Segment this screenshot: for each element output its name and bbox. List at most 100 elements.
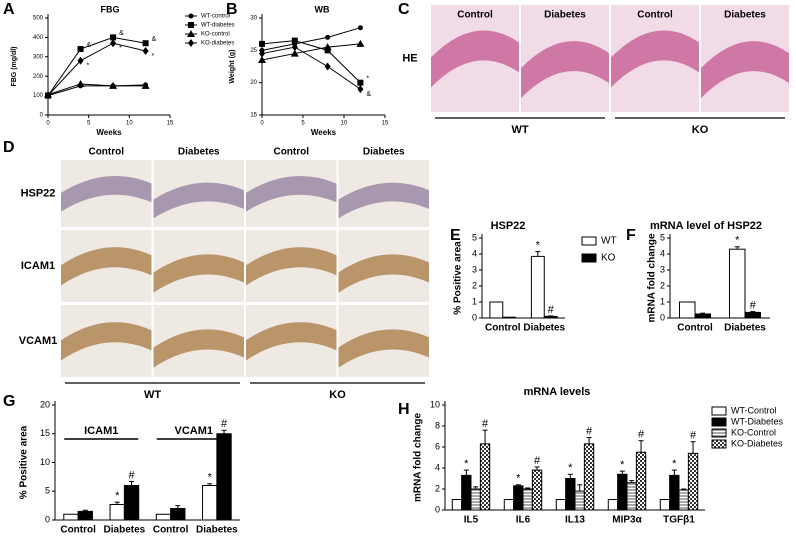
series-line — [47, 83, 146, 96]
column-label: Diabetes — [363, 147, 405, 158]
tissue — [153, 182, 244, 219]
panel-letter: E — [450, 227, 461, 244]
panel-letter: G — [3, 393, 15, 410]
bar — [470, 488, 481, 511]
bar — [513, 485, 524, 511]
y-tick-label: 5 — [472, 232, 477, 242]
bar — [522, 488, 533, 511]
marker — [77, 56, 84, 65]
x-tick-label: Control — [485, 323, 521, 334]
bar — [461, 474, 472, 511]
bar — [479, 443, 491, 511]
marker — [291, 43, 298, 52]
bar — [109, 503, 125, 521]
tissue — [61, 175, 152, 212]
x-tick-label: 0 — [46, 121, 50, 127]
marker — [76, 79, 85, 87]
annotation: * — [208, 472, 213, 484]
legend-swatch — [711, 406, 727, 416]
x-tick-label: Control — [153, 525, 189, 536]
annotation: # — [750, 300, 757, 312]
chart-title: mRNA level of HSP22 — [650, 220, 762, 232]
column-label: Control — [637, 10, 673, 21]
y-tick-label: 100 — [33, 93, 44, 99]
x-tick-label: IL6 — [516, 515, 531, 526]
marker — [142, 46, 149, 55]
tissue — [61, 247, 152, 286]
annotation: * — [464, 458, 469, 470]
bar — [679, 301, 696, 319]
group-label: VCAM1 — [174, 425, 213, 437]
annotation: # — [128, 469, 135, 481]
bar — [574, 490, 585, 511]
y-axis-label: % Positive area — [19, 425, 30, 499]
y-axis-label: Weight (g) — [229, 49, 236, 83]
marker — [323, 43, 332, 51]
y-tick-label: 4 — [435, 462, 440, 472]
y-tick-label: 0 — [45, 514, 50, 524]
y-tick-label: 0 — [435, 504, 440, 514]
marker — [357, 85, 364, 94]
group-label: KO — [329, 389, 346, 401]
y-tick-label: 8 — [435, 420, 440, 430]
legend-marker — [188, 22, 194, 28]
annotation: * — [516, 473, 521, 485]
y-axis-label: mRNA fold change — [647, 233, 658, 323]
bar — [607, 499, 619, 511]
marker — [325, 34, 331, 40]
x-tick-label: IL13 — [565, 515, 585, 526]
bar — [543, 315, 558, 319]
annotation: * — [620, 459, 625, 471]
y-tick-label: 0 — [660, 312, 665, 322]
legend-label: KO-Control — [731, 427, 776, 437]
legend-marker — [188, 39, 194, 47]
series-line — [47, 42, 146, 96]
y-tick-label: 6 — [435, 441, 440, 451]
bar — [694, 313, 711, 319]
tissue — [246, 322, 337, 361]
marker — [324, 47, 331, 54]
series-line — [47, 36, 146, 96]
legend-label: WT-diabetes — [201, 23, 235, 29]
tissue — [153, 329, 244, 368]
bar — [202, 485, 218, 521]
group-label: WT — [144, 389, 161, 401]
y-tick-label: 300 — [33, 54, 44, 60]
column-label: Control — [88, 147, 124, 158]
bar — [77, 510, 93, 521]
y-tick-label: 400 — [33, 35, 44, 41]
tissue — [246, 175, 337, 212]
legend-label: KO-control — [201, 32, 230, 38]
column-label: Diabetes — [544, 10, 586, 21]
x-tick-label: 5 — [87, 121, 91, 127]
annotation: & — [366, 91, 371, 98]
annotation: * — [568, 462, 573, 474]
bar — [744, 311, 761, 319]
row-label: ICAM1 — [21, 260, 55, 272]
bar — [63, 513, 79, 521]
marker — [259, 49, 265, 58]
tissue — [61, 322, 152, 361]
x-tick-label: Diabetes — [724, 323, 766, 334]
bar — [531, 469, 543, 511]
series-line — [261, 40, 361, 84]
bar — [503, 499, 515, 511]
annotation: * — [536, 240, 541, 252]
x-tick-label: TGFβ1 — [663, 515, 695, 526]
x-tick-label: 15 — [382, 121, 389, 127]
x-tick-label: 0 — [260, 121, 264, 127]
legend-swatch — [711, 428, 727, 438]
y-tick-label: 1 — [660, 296, 665, 306]
tissue — [611, 30, 699, 88]
tissue — [701, 41, 789, 99]
y-tick-label: 2 — [472, 280, 477, 290]
y-tick-label: 10 — [430, 399, 440, 409]
y-tick-label: 5 — [45, 486, 50, 496]
y-tick-label: 10 — [40, 457, 50, 467]
bar — [502, 316, 517, 319]
y-tick-label: 1 — [472, 296, 477, 306]
y-tick-label: 2 — [435, 483, 440, 493]
marker — [110, 34, 117, 41]
chart-title: FBG — [101, 4, 120, 14]
marker — [141, 81, 150, 89]
